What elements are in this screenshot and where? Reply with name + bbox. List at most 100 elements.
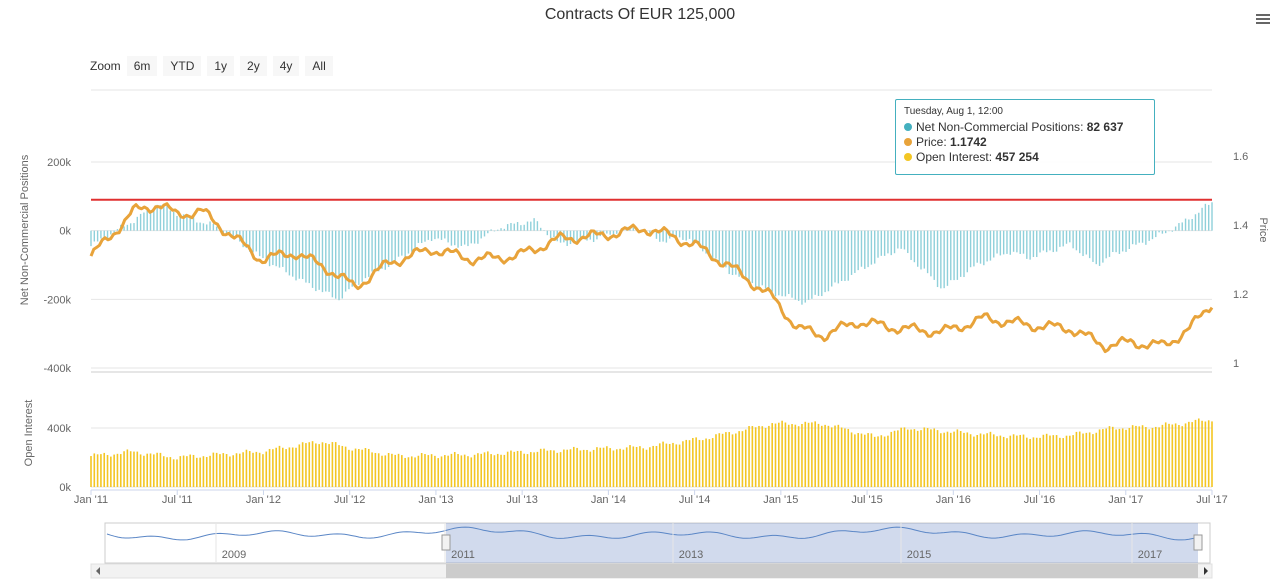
- net-position-bar: [695, 230, 697, 243]
- net-position-bar: [364, 230, 367, 279]
- open-interest-bar: [268, 448, 271, 487]
- zoom-ytd-button[interactable]: YTD: [163, 56, 202, 76]
- net-position-bar: [176, 215, 178, 231]
- net-position-bar: [685, 230, 687, 241]
- open-interest-bar: [209, 455, 211, 487]
- net-position-bar: [1095, 230, 1097, 265]
- net-position-bar: [1171, 230, 1174, 232]
- open-interest-bar: [695, 437, 697, 487]
- x-axis-tick-label: Jan '16: [936, 494, 971, 506]
- open-interest-bar: [1207, 420, 1210, 487]
- open-interest-bar: [374, 452, 377, 487]
- open-interest-bar: [377, 453, 380, 487]
- net-position-bar: [956, 230, 959, 280]
- scroll-left-arrow-icon[interactable]: [96, 567, 100, 575]
- navigator-year-label: 2011: [451, 549, 475, 561]
- open-interest-bar: [272, 449, 274, 487]
- open-interest-bar: [338, 445, 340, 487]
- open-interest-bar: [1118, 428, 1121, 487]
- net-position-bar: [1045, 230, 1048, 253]
- net-position-bar: [864, 230, 866, 269]
- open-interest-bar: [867, 433, 869, 487]
- zoom-1y-button[interactable]: 1y: [207, 56, 235, 76]
- net-position-bar: [665, 230, 668, 243]
- net-position-bar: [993, 230, 995, 258]
- open-interest-bar: [202, 456, 205, 487]
- net-position-bar: [206, 224, 208, 231]
- open-interest-bar: [324, 443, 327, 487]
- open-interest-bar: [543, 448, 545, 487]
- net-position-bar: [209, 221, 211, 231]
- net-position-bar: [745, 230, 747, 278]
- price-axis-tick-label: 1: [1233, 358, 1239, 370]
- tooltip-price-label: Price: [916, 135, 944, 149]
- zoom-6m-button[interactable]: 6m: [126, 56, 158, 76]
- net-position-bar: [1042, 230, 1045, 251]
- net-position-bar: [1032, 230, 1035, 258]
- net-position-bar: [1125, 230, 1127, 252]
- open-interest-bar: [1121, 428, 1124, 487]
- open-interest-bar: [728, 432, 731, 487]
- open-interest-bar: [900, 427, 902, 487]
- scroll-right-arrow-icon[interactable]: [1204, 567, 1208, 575]
- open-interest-bar: [420, 453, 423, 487]
- open-interest-bar: [1062, 438, 1064, 487]
- navigator-handle[interactable]: [441, 534, 451, 551]
- net-position-bar: [1151, 230, 1154, 240]
- open-interest-bar: [222, 453, 225, 487]
- zoom-4y-button[interactable]: 4y: [272, 56, 300, 76]
- open-interest-bar: [308, 442, 311, 487]
- open-interest-bar: [397, 453, 400, 487]
- navigator-series-line: [106, 526, 1201, 541]
- net-position-bar: [536, 221, 539, 231]
- open-interest-bar: [1135, 425, 1137, 487]
- net-position-bar: [153, 209, 155, 231]
- net-position-bar: [123, 226, 125, 231]
- price-line: [89, 202, 1214, 354]
- net-position-bar: [811, 230, 813, 299]
- open-interest-bar: [116, 453, 119, 487]
- net-position-bar: [672, 230, 674, 237]
- net-position-bar: [278, 230, 281, 268]
- net-position-bar: [903, 230, 906, 250]
- hamburger-menu-icon[interactable]: [1256, 12, 1270, 26]
- net-position-bar: [331, 230, 334, 298]
- net-position-bar: [1118, 230, 1121, 254]
- net-position-bar: [182, 214, 185, 231]
- open-interest-bar: [189, 454, 192, 487]
- net-axis-tick-label: -200k: [43, 294, 71, 306]
- navigator-frame: [104, 522, 1211, 564]
- open-interest-bar: [906, 429, 909, 487]
- open-interest-bar: [830, 427, 833, 487]
- net-position-bar: [797, 230, 800, 301]
- navigator-handle[interactable]: [1193, 534, 1203, 551]
- net-position-bar: [1191, 218, 1193, 231]
- net-position-bar: [1082, 230, 1084, 257]
- open-interest-bar: [1154, 426, 1157, 487]
- net-position-bar: [1145, 230, 1147, 245]
- open-interest-bar: [768, 425, 770, 487]
- zoom-2y-button[interactable]: 2y: [240, 56, 267, 76]
- net-position-bar: [1155, 230, 1157, 238]
- net-position-bar: [655, 230, 658, 239]
- open-interest-bar: [926, 428, 929, 487]
- open-interest-bar: [404, 457, 406, 487]
- net-position-bar: [877, 230, 879, 258]
- open-interest-bar: [90, 456, 92, 487]
- net-position-bar: [718, 230, 720, 262]
- scrollbar-thumb[interactable]: [446, 564, 1198, 578]
- open-interest-bar: [916, 430, 919, 487]
- net-position-bar: [139, 213, 142, 231]
- open-interest-bar: [1141, 425, 1144, 487]
- open-interest-bar: [973, 436, 975, 487]
- net-position-bar: [262, 230, 264, 259]
- open-interest-bar: [1188, 421, 1190, 487]
- open-interest-bar: [1178, 425, 1180, 487]
- navigator-selection: [446, 523, 1198, 563]
- net-position-bar: [368, 230, 370, 277]
- zoom-all-button[interactable]: All: [305, 56, 333, 76]
- net-position-bar: [1105, 230, 1107, 259]
- net-position-bar: [771, 230, 773, 292]
- open-interest-bar: [748, 426, 750, 487]
- net-position-bar: [503, 228, 506, 231]
